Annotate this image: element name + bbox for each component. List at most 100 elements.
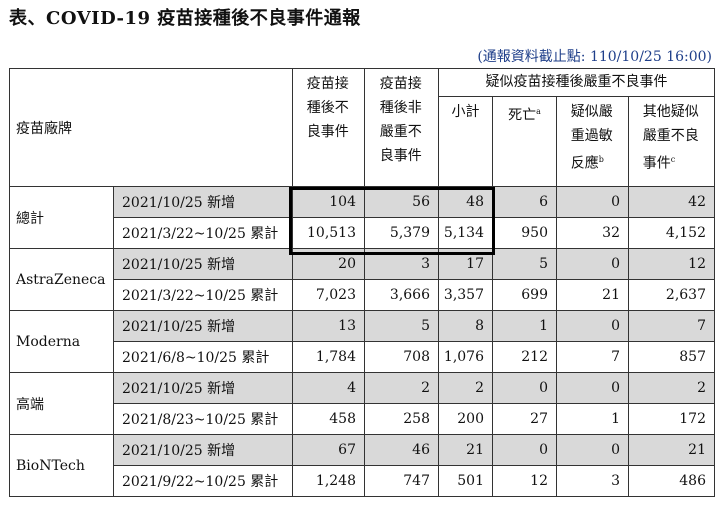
- other-cell: 12: [628, 248, 715, 280]
- ae-cell: 7,023: [292, 279, 365, 311]
- other-cell: 21: [628, 434, 715, 466]
- subtotal-cell: 17: [438, 248, 493, 280]
- death-cell: 12: [492, 465, 557, 497]
- nonserious-cell: 5,379: [364, 217, 439, 249]
- other-cell: 2: [628, 372, 715, 404]
- header-brand: 疫苗廠牌: [9, 68, 293, 187]
- period-cell: 2021/3/22~10/25 累計: [113, 279, 293, 311]
- header-death-text: 死亡: [508, 107, 537, 124]
- header-ae: 疫苗接種後不良事件: [292, 68, 365, 187]
- header-other: 其他疑似嚴重不良事件c: [628, 96, 715, 187]
- header-anaphylaxis-sup: b: [598, 155, 604, 164]
- header-nonserious: 疫苗接種後非嚴重不良事件: [364, 68, 439, 187]
- anaphylaxis-cell: 21: [556, 279, 629, 311]
- other-cell: 42: [628, 186, 715, 218]
- brand-cell: 總計: [9, 186, 114, 249]
- header-serious-group: 疑似疫苗接種後嚴重不良事件: [438, 68, 715, 97]
- nonserious-cell: 3,666: [364, 279, 439, 311]
- anaphylaxis-cell: 0: [556, 310, 629, 342]
- table-row: 2021/3/22~10/25 累計 7,023 3,666 3,357 699 21 2,…: [10, 279, 715, 311]
- brand-cell: BioNTech: [9, 434, 114, 497]
- period-cell: 2021/3/22~10/25 累計: [113, 217, 293, 249]
- period-cell: 2021/8/23~10/25 累計: [113, 403, 293, 435]
- death-cell: 699: [492, 279, 557, 311]
- ae-cell: 10,513: [292, 217, 365, 249]
- page-title: 表、COVID-19 疫苗接種後不良事件通報: [9, 8, 361, 29]
- death-cell: 1: [492, 310, 557, 342]
- subtotal-cell: 48: [438, 186, 493, 218]
- period-cell: 2021/10/25 新增: [113, 310, 293, 342]
- table-row: BioNTech 2021/10/25 新增 67 46 21 0 0 21: [9, 434, 715, 497]
- ae-cell: 458: [292, 403, 365, 435]
- other-cell: 4,152: [628, 217, 715, 249]
- other-cell: 2,637: [628, 279, 715, 311]
- nonserious-cell: 708: [364, 341, 439, 373]
- brand-cell: AstraZeneca: [9, 248, 114, 311]
- period-cell: 2021/10/25 新增: [113, 372, 293, 404]
- death-cell: 0: [492, 434, 557, 466]
- header-subtotal: 小計: [438, 96, 493, 187]
- period-cell: 2021/10/25 新增: [113, 434, 293, 466]
- death-cell: 950: [492, 217, 557, 249]
- subtotal-cell: 200: [438, 403, 493, 435]
- header-anaphylaxis-text: 疑似嚴重過敏反應: [570, 104, 613, 172]
- nonserious-cell: 46: [364, 434, 439, 466]
- subtotal-cell: 8: [438, 310, 493, 342]
- other-cell: 486: [628, 465, 715, 497]
- table-row: AstraZeneca 2021/10/25 新增 20 3 17 5 0 12: [9, 248, 715, 311]
- table-row: Moderna 2021/10/25 新增 13 5 8 1 0 7: [9, 310, 715, 373]
- ae-cell: 1,248: [292, 465, 365, 497]
- anaphylaxis-cell: 0: [556, 372, 629, 404]
- nonserious-cell: 5: [364, 310, 439, 342]
- anaphylaxis-cell: 32: [556, 217, 629, 249]
- data-cutoff-note: (通報資料截止點: 110/10/25 16:00): [477, 49, 712, 65]
- table-row: 2021/9/22~10/25 累計 1,248 747 501 12 3 486: [10, 465, 715, 497]
- death-cell: 0: [492, 372, 557, 404]
- table-row: 高端 2021/10/25 新增 4 2 2 0 0 2: [9, 372, 715, 435]
- header-anaphylaxis: 疑似嚴重過敏反應b: [556, 96, 629, 187]
- header-death-sup: a: [536, 107, 541, 116]
- death-cell: 27: [492, 403, 557, 435]
- table-row: 2021/6/8~10/25 累計 1,784 708 1,076 212 7 857: [10, 341, 715, 373]
- anaphylaxis-cell: 7: [556, 341, 629, 373]
- ae-cell: 104: [292, 186, 365, 218]
- subtotal-cell: 2: [438, 372, 493, 404]
- brand-cell: 高端: [9, 372, 114, 435]
- nonserious-cell: 2: [364, 372, 439, 404]
- ae-cell: 20: [292, 248, 365, 280]
- table-row: 總計 2021/10/25 新增 104 56 48 6 0 42: [9, 186, 715, 249]
- period-cell: 2021/9/22~10/25 累計: [113, 465, 293, 497]
- subtotal-cell: 21: [438, 434, 493, 466]
- ae-cell: 1,784: [292, 341, 365, 373]
- period-cell: 2021/10/25 新增: [113, 248, 293, 280]
- nonserious-cell: 56: [364, 186, 439, 218]
- ae-cell: 4: [292, 372, 365, 404]
- anaphylaxis-cell: 0: [556, 248, 629, 280]
- anaphylaxis-cell: 0: [556, 186, 629, 218]
- death-cell: 212: [492, 341, 557, 373]
- anaphylaxis-cell: 3: [556, 465, 629, 497]
- other-cell: 7: [628, 310, 715, 342]
- anaphylaxis-cell: 1: [556, 403, 629, 435]
- adverse-events-table: 疫苗廠牌 疫苗接種後不良事件 疫苗接種後非嚴重不良事件 疑似疫苗接種後嚴重不良事…: [9, 68, 715, 497]
- header-death: 死亡a: [492, 96, 557, 187]
- brand-cell: Moderna: [9, 310, 114, 373]
- period-cell: 2021/10/25 新增: [113, 186, 293, 218]
- death-cell: 6: [492, 186, 557, 218]
- nonserious-cell: 747: [364, 465, 439, 497]
- header-other-text: 其他疑似嚴重不良事件: [642, 104, 699, 172]
- death-cell: 5: [492, 248, 557, 280]
- nonserious-cell: 3: [364, 248, 439, 280]
- subtotal-cell: 1,076: [438, 341, 493, 373]
- table-row: 2021/3/22~10/25 累計 10,513 5,379 5,134 950 32 4…: [10, 217, 715, 249]
- header-other-sup: c: [670, 155, 676, 164]
- other-cell: 857: [628, 341, 715, 373]
- subtotal-cell: 3,357: [438, 279, 493, 311]
- subtotal-cell: 5,134: [438, 217, 493, 249]
- period-cell: 2021/6/8~10/25 累計: [113, 341, 293, 373]
- other-cell: 172: [628, 403, 715, 435]
- header-nonserious-text: 疫苗接種後非嚴重不良事件: [379, 76, 422, 164]
- header-ae-text: 疫苗接種後不良事件: [306, 76, 349, 140]
- ae-cell: 13: [292, 310, 365, 342]
- anaphylaxis-cell: 0: [556, 434, 629, 466]
